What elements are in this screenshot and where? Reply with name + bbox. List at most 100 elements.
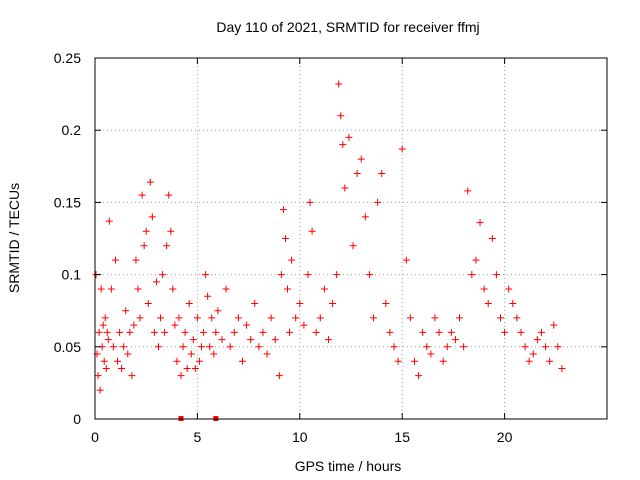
data-point [492,271,500,279]
data-point [353,170,361,178]
data-point [150,328,158,336]
data-point [410,357,418,365]
data-point [271,336,279,344]
axis-ticks [94,57,607,420]
data-point [370,314,378,322]
data-point [525,357,533,365]
data-point [382,299,390,307]
y-tick-label: 0 [73,411,81,427]
data-point [163,242,171,250]
data-point [277,271,285,279]
data-point [202,271,210,279]
data-point [132,256,140,264]
y-tick-label: 0.15 [54,194,81,210]
data-point [284,285,292,293]
data-point [468,271,476,279]
data-point [152,278,160,286]
data-point [230,328,238,336]
data-point [146,178,154,186]
x-tick-label: 20 [497,429,513,445]
x-axis-label: GPS time / hours [295,458,402,474]
data-point [324,336,332,344]
data-point [316,314,324,322]
data-point [286,328,294,336]
data-point [114,357,122,365]
data-point [361,213,369,221]
data-point [185,299,193,307]
data-point [521,343,529,351]
data-point [189,336,197,344]
y-tick-labels: 0 0.05 0.1 0.15 0.2 0.25 [54,50,81,427]
data-point [234,314,242,322]
data-point [275,372,283,380]
data-point [144,299,152,307]
data-point [111,256,119,264]
data-point [206,343,214,351]
data-point [109,343,117,351]
data-point [263,350,271,358]
data-point [128,372,136,380]
data-point [447,328,455,336]
data-point [497,314,505,322]
data-point [300,321,308,329]
data-point [312,328,320,336]
data-point [480,285,488,293]
data-point [306,198,314,206]
data-point [95,328,103,336]
y-axis-label: SRMTID / TECUs [6,183,22,293]
data-point [171,321,179,329]
data-point [349,242,357,250]
data-point [204,292,212,300]
data-point [238,357,246,365]
data-point [104,336,112,344]
data-point [337,112,345,120]
data-point [517,328,525,336]
data-point [142,227,150,235]
data-point [456,314,464,322]
data-point [169,285,177,293]
x-tick-label: 15 [394,429,410,445]
data-point [558,364,566,372]
y-tick-label: 0.2 [62,122,82,138]
data-point [365,271,373,279]
data-point [100,357,108,365]
data-point [102,364,110,372]
data-point [505,285,513,293]
x-tick-label: 5 [194,429,202,445]
data-point [533,336,541,344]
data-point [193,314,201,322]
data-point [419,328,427,336]
data-point [154,343,162,351]
data-point [122,307,130,315]
data-point [175,314,183,322]
data-point [140,242,148,250]
data-point [255,343,263,351]
data-point [345,133,353,141]
data-point [431,314,439,322]
data-point [451,336,459,344]
data-point [118,364,126,372]
data-point [472,256,480,264]
data-point [509,299,517,307]
data-point [374,198,382,206]
data-point [247,336,255,344]
data-point [554,343,562,351]
data-point [218,336,226,344]
data-point [427,350,435,358]
data-point [386,328,394,336]
data-point [329,299,337,307]
data-point [124,350,132,358]
data-point [550,321,558,329]
data-point [308,227,316,235]
data-point [320,285,328,293]
grid-lines [95,58,607,419]
data-point [415,372,423,380]
data-point [292,314,300,322]
data-point [226,343,234,351]
data-point [281,235,289,242]
data-point [136,314,144,322]
data-point [212,328,220,336]
y-tick-label: 0.1 [62,267,82,283]
